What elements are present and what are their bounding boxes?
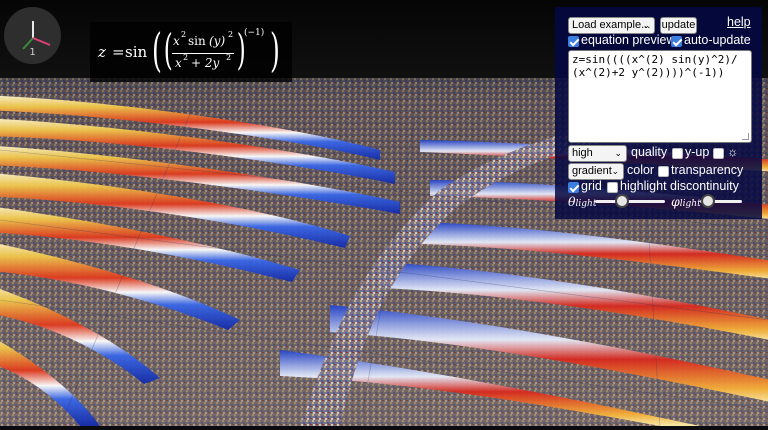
transparency-checkbox[interactable]: [658, 166, 669, 177]
expression-input[interactable]: z=sin((((x^(2) sin(y)^2)/(x^(2)+2 y^(2))…: [568, 50, 752, 143]
theta-light-slider-thumb[interactable]: [614, 194, 629, 208]
highlight-discontinuity-label: highlight discontinuity: [620, 179, 739, 193]
highlight-discontinuity-checkbox[interactable]: [607, 182, 618, 193]
auto-update-label: auto-update: [684, 33, 751, 47]
eq-paren-inner-right: ): [236, 25, 246, 74]
eq-den-x: x: [175, 56, 182, 70]
axis-gizmo[interactable]: 1: [4, 7, 61, 64]
y-up-label: y-up: [685, 145, 710, 159]
chevron-down-icon: ⌄: [642, 20, 650, 30]
eq-paren-outer-right: ): [270, 23, 280, 77]
eq-num-x: x: [173, 34, 180, 48]
sun-checkbox[interactable]: [713, 148, 724, 159]
eq-outer-exp: (−1): [244, 28, 265, 38]
eq-paren-outer-left: (: [152, 23, 162, 77]
chevron-down-icon: ⌄: [614, 148, 622, 158]
eq-num-y-exp: 2: [228, 30, 234, 39]
phi-light-label: φlight: [671, 194, 701, 209]
phi-light-slider-thumb[interactable]: [701, 194, 716, 208]
eq-paren-inner-left: (: [163, 25, 173, 74]
transparency-label: transparency: [671, 163, 744, 177]
equation-preview: z = sin ( ( x 2 sin (y) 2 x 2 + 2y 2 ) (…: [90, 22, 292, 82]
eq-num-x-exp: 2: [181, 30, 187, 39]
eq-den-rest: + 2y: [191, 56, 220, 70]
color-label: color: [627, 163, 655, 177]
theta-light-slider[interactable]: [595, 194, 665, 208]
resize-handle-icon[interactable]: [742, 133, 751, 142]
axis-gizmo-label: 1: [29, 47, 36, 58]
quality-select[interactable]: high ⌄: [568, 145, 627, 162]
eq-lhs: z: [98, 43, 106, 61]
eq-num-sin: sin: [188, 34, 206, 48]
auto-update-checkbox[interactable]: [671, 36, 682, 47]
color-select[interactable]: gradient ⌄: [568, 163, 624, 180]
grid-checkbox[interactable]: [568, 182, 579, 193]
theta-light-label: θlight: [568, 194, 597, 209]
eq-den-y-exp: 2: [226, 53, 232, 62]
eq-num-y: (y): [209, 34, 226, 48]
sun-icon: ☼: [727, 145, 739, 159]
control-panel: Load example... ⌄ update help equation p…: [555, 7, 762, 219]
chevron-down-icon: ⌄: [611, 166, 619, 176]
eq-equals: =: [112, 43, 125, 61]
phi-light-slider[interactable]: [700, 194, 742, 208]
equation-preview-label: equation preview: [581, 33, 676, 47]
example-select-value: Load example...: [572, 19, 651, 31]
grid-label: grid: [581, 179, 602, 193]
example-select[interactable]: Load example... ⌄: [568, 17, 655, 34]
equation-preview-checkbox[interactable]: [568, 36, 579, 47]
eq-fraction-bar: [172, 53, 234, 54]
help-link[interactable]: help: [727, 15, 751, 29]
eq-den-x-exp: 2: [183, 53, 189, 62]
quality-label: quality: [631, 145, 668, 159]
color-select-value: gradient: [572, 165, 612, 177]
axis-gizmo-icon: [22, 21, 51, 50]
eq-func: sin: [125, 43, 148, 61]
update-button[interactable]: update: [660, 17, 697, 34]
quality-select-value: high: [572, 147, 593, 159]
y-up-checkbox[interactable]: [672, 148, 683, 159]
